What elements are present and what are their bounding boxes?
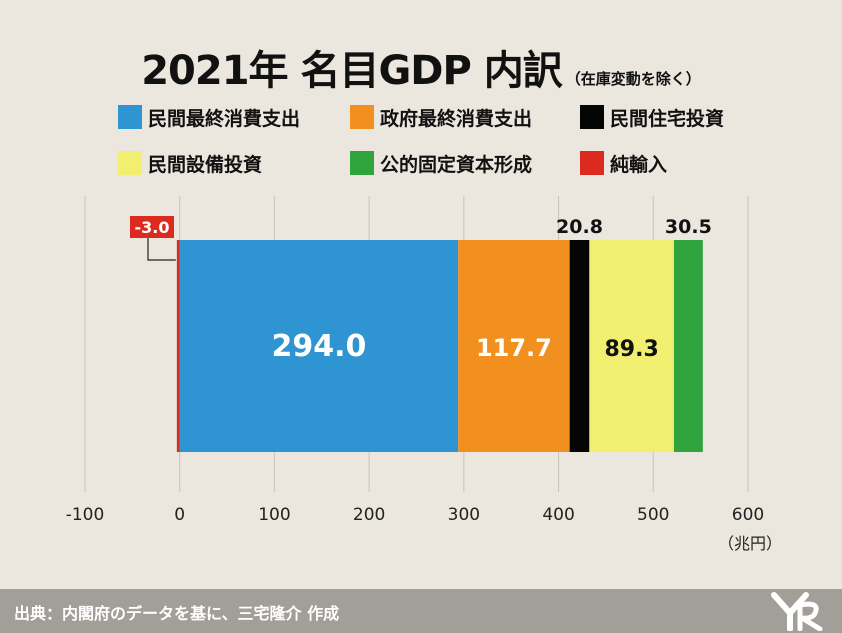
bar-segment	[458, 240, 570, 452]
bar-segment	[179, 240, 459, 452]
bar-segment	[176, 240, 180, 452]
legend-label: 民間住宅投資	[610, 107, 725, 130]
x-tick-label: 600	[732, 505, 764, 525]
x-tick-label: 200	[353, 505, 385, 525]
legend-label: 民間設備投資	[148, 153, 263, 176]
x-tick-label: 400	[542, 505, 574, 525]
footer-bar: 出典：内閣府のデータを基に、三宅隆介 作成	[0, 589, 842, 633]
x-axis-unit: （兆円）	[718, 534, 782, 553]
legend-swatch	[580, 105, 604, 129]
x-tick-label: 300	[448, 505, 480, 525]
x-tick-label: 500	[637, 505, 669, 525]
legend-swatch	[118, 105, 142, 129]
x-tick-label: 0	[174, 505, 185, 525]
source-note: 出典：内閣府のデータを基に、三宅隆介 作成	[14, 604, 340, 623]
legend-item-private-housing: 民間住宅投資	[580, 104, 770, 130]
legend-item-government-consumption: 政府最終消費支出	[350, 104, 580, 130]
data-label: -3.0	[135, 218, 170, 237]
data-label: 117.7	[476, 334, 552, 362]
data-label: 30.5	[665, 216, 712, 238]
callout-leader-line	[147, 238, 176, 261]
legend-swatch	[350, 105, 374, 129]
x-tick-label: 100	[258, 505, 290, 525]
legend: 民間最終消費支出 政府最終消費支出 民間住宅投資 民間設備投資 公的固定資本形成…	[118, 104, 778, 176]
legend-item-public-capital: 公的固定資本形成	[350, 150, 580, 176]
legend-swatch	[350, 151, 374, 175]
data-label: 89.3	[605, 337, 659, 362]
chart-title-wrap: 2021年 名目GDP 内訳 （在庫変動を除く）	[0, 38, 842, 96]
data-label: 294.0	[271, 329, 366, 364]
legend-label: 民間最終消費支出	[148, 107, 301, 130]
legend-label: 純輸入	[610, 153, 668, 176]
author-logo-icon	[771, 592, 823, 631]
legend-swatch	[118, 151, 142, 175]
bar-segment	[589, 240, 674, 452]
bar-segment	[673, 240, 703, 452]
legend-item-private-consumption: 民間最終消費支出	[118, 104, 350, 130]
stacked-bar-chart: -100 0 100 200 300 400 500 600 （兆円） -3.0 294.0 117.…	[66, 196, 782, 553]
x-tick-label: -100	[66, 505, 105, 525]
bar-segment	[569, 240, 590, 452]
legend-item-private-equipment: 民間設備投資	[118, 150, 350, 176]
legend-label: 公的固定資本形成	[380, 153, 533, 176]
chart-title: 2021年 名目GDP 内訳	[141, 48, 563, 94]
legend-item-net-imports: 純輸入	[580, 150, 770, 176]
data-label: 20.8	[556, 216, 603, 238]
legend-label: 政府最終消費支出	[380, 107, 533, 130]
legend-swatch	[580, 151, 604, 175]
callout-box	[130, 216, 174, 238]
chart-subtitle: （在庫変動を除く）	[565, 70, 701, 88]
